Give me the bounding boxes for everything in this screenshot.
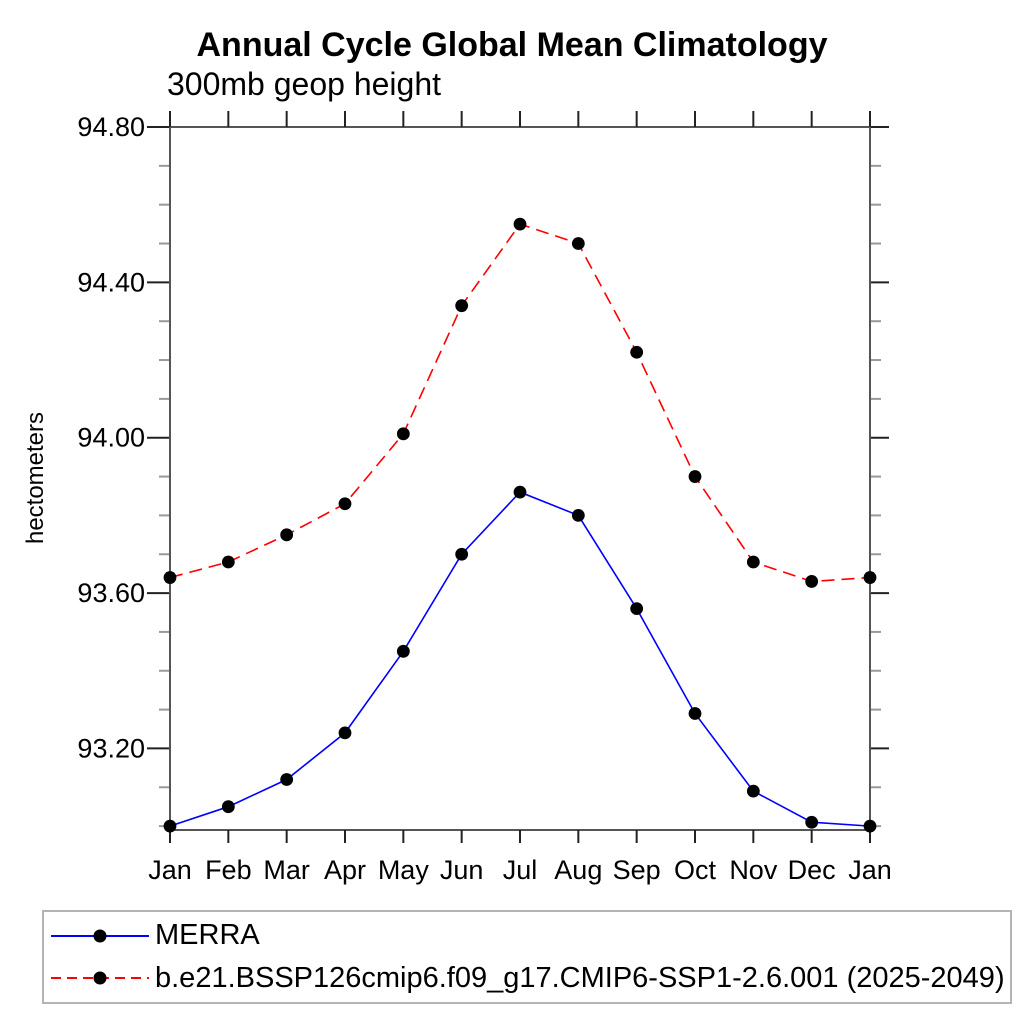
data-point-marker bbox=[688, 470, 702, 483]
x-tick-label: Feb bbox=[205, 855, 252, 885]
x-tick-label: May bbox=[378, 855, 430, 885]
x-ticks-group: Jan Feb Mar Apr May Jun Jul Aug Sep Oct Nov Dec Jan bbox=[148, 111, 892, 885]
data-point-marker bbox=[863, 819, 877, 833]
x-tick-label: Jan bbox=[148, 855, 192, 885]
data-point-marker bbox=[571, 237, 585, 250]
model-line-sample bbox=[51, 971, 149, 985]
x-tick-label: Jun bbox=[440, 855, 484, 885]
legend-label-merra: MERRA bbox=[155, 919, 260, 952]
x-tick-label: Apr bbox=[324, 855, 366, 885]
data-point-marker bbox=[338, 726, 352, 740]
y-tick-label: 94.40 bbox=[77, 267, 145, 297]
y-tick-label: 93.60 bbox=[77, 578, 145, 608]
x-tick-label: Oct bbox=[674, 855, 717, 885]
data-point-marker bbox=[396, 427, 410, 441]
series-merra bbox=[163, 485, 877, 833]
data-point-marker bbox=[163, 819, 177, 833]
data-point-marker bbox=[396, 644, 410, 658]
chart-subtitle: 300mb geop height bbox=[167, 66, 441, 102]
x-tick-label: Nov bbox=[729, 855, 778, 885]
merra-sample-marker-icon bbox=[93, 929, 107, 943]
data-point-marker bbox=[280, 528, 294, 542]
data-point-marker bbox=[163, 571, 177, 584]
y-ticks-group: 93.20 93.60 94.00 94.40 94.80 bbox=[77, 112, 889, 828]
y-tick-label: 94.00 bbox=[77, 423, 145, 453]
data-point-marker bbox=[513, 485, 527, 499]
series-line bbox=[169, 491, 871, 827]
x-tick-label: Sep bbox=[613, 855, 661, 885]
x-tick-label: Mar bbox=[263, 855, 310, 885]
legend-item-model: b.e21.BSSP126cmip6.f09_g17.CMIP6-SSP1-2.… bbox=[48, 960, 1010, 997]
data-point-marker bbox=[805, 815, 819, 829]
data-point-marker bbox=[630, 602, 644, 616]
data-point-marker bbox=[455, 299, 469, 313]
axes-group bbox=[169, 126, 871, 831]
x-tick-label: Jul bbox=[503, 855, 538, 885]
x-tick-label: Dec bbox=[788, 855, 836, 885]
merra-line-sample bbox=[51, 929, 149, 943]
data-point-marker bbox=[571, 508, 585, 522]
data-point-marker bbox=[513, 217, 527, 231]
data-point-marker bbox=[746, 555, 760, 569]
data-point-marker bbox=[746, 784, 760, 798]
y-tick-label: 94.80 bbox=[77, 112, 145, 142]
data-point-marker bbox=[805, 575, 819, 588]
chart-title: Annual Cycle Global Mean Climatology bbox=[196, 26, 828, 64]
series-line bbox=[169, 223, 871, 583]
data-point-marker bbox=[221, 555, 235, 569]
data-point-marker bbox=[688, 707, 702, 720]
data-point-marker bbox=[630, 345, 644, 359]
axes-frame bbox=[169, 126, 871, 831]
y-tick-label: 93.20 bbox=[77, 733, 145, 763]
data-point-marker bbox=[455, 547, 469, 561]
model-sample-marker-icon bbox=[93, 971, 107, 985]
data-point-marker bbox=[280, 773, 294, 786]
series-model bbox=[163, 217, 877, 588]
data-point-marker bbox=[338, 497, 352, 511]
data-point-marker bbox=[221, 800, 235, 814]
x-tick-label: Jan bbox=[848, 855, 892, 885]
legend: MERRA b.e21.BSSP126cmip6.f09_g17.CMIP6-S… bbox=[42, 910, 1012, 1004]
legend-label-model: b.e21.BSSP126cmip6.f09_g17.CMIP6-SSP1-2.… bbox=[155, 961, 1005, 994]
x-tick-label: Aug bbox=[554, 855, 602, 885]
legend-item-merra: MERRA bbox=[48, 917, 1010, 954]
data-point-marker bbox=[863, 571, 877, 584]
